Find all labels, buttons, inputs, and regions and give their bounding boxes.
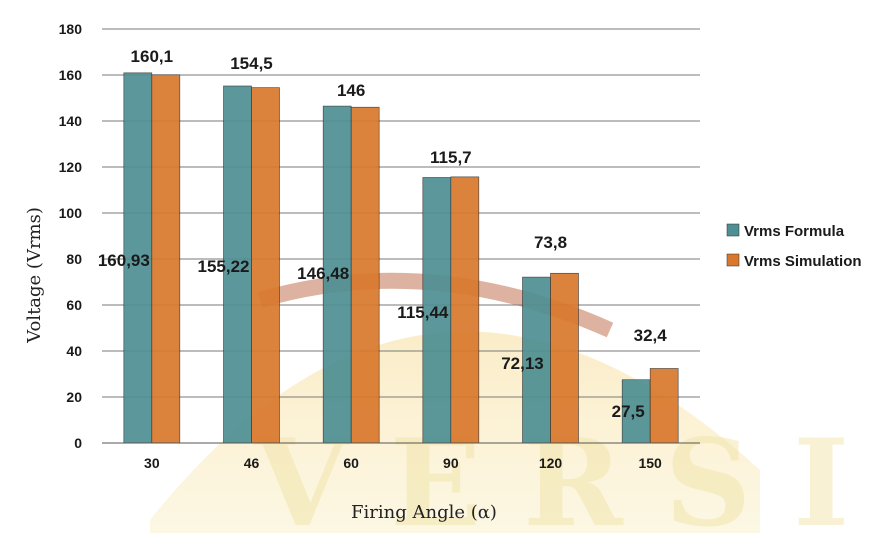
bar xyxy=(251,87,280,444)
legend: Vrms Formula Vrms Simulation xyxy=(726,223,862,270)
x-axis-title: Firing Angle (α) xyxy=(351,502,497,523)
data-label: 146 xyxy=(337,81,365,100)
bar xyxy=(322,105,352,444)
x-tick-label: 90 xyxy=(443,455,459,471)
x-tick-label: 30 xyxy=(144,455,160,471)
legend-label: Vrms Formula xyxy=(744,223,845,240)
data-label: 115,7 xyxy=(430,148,472,167)
bar xyxy=(649,368,679,444)
data-label: 155,22 xyxy=(198,257,250,276)
y-tick-label: 40 xyxy=(66,343,82,359)
data-label: 154,5 xyxy=(230,54,273,73)
legend-swatch xyxy=(726,223,740,237)
y-tick-label: 100 xyxy=(59,205,83,221)
bar xyxy=(422,177,452,444)
y-tick-label: 80 xyxy=(66,251,82,267)
bar xyxy=(621,379,651,444)
x-tick-label: 60 xyxy=(343,455,359,471)
y-tick-label: 180 xyxy=(59,21,83,37)
data-label: 146,48 xyxy=(297,264,349,283)
y-tick-label: 120 xyxy=(59,159,83,175)
data-label: 73,8 xyxy=(534,233,567,252)
x-tick-label: 120 xyxy=(539,455,563,471)
y-tick-label: 60 xyxy=(66,297,82,313)
y-tick-label: 160 xyxy=(59,67,83,83)
bar xyxy=(350,106,380,444)
bar xyxy=(450,176,480,444)
data-label: 72,13 xyxy=(501,354,544,373)
y-tick-label: 140 xyxy=(59,113,83,129)
data-label: 27,5 xyxy=(612,402,645,421)
data-label: 32,4 xyxy=(634,326,668,345)
y-tick-label: 0 xyxy=(74,435,82,451)
data-label: 160,93 xyxy=(98,251,150,270)
legend-swatch xyxy=(726,253,740,267)
x-tick-label: 150 xyxy=(638,455,662,471)
bar xyxy=(550,272,579,444)
data-label: 115,44 xyxy=(397,303,449,322)
y-axis-title: Voltage (Vrms) xyxy=(24,207,45,344)
x-tick-label: 46 xyxy=(244,455,260,471)
bar xyxy=(223,85,252,444)
bar xyxy=(151,74,181,444)
y-tick-label: 20 xyxy=(66,389,82,405)
data-label: 160,1 xyxy=(131,47,174,66)
bar xyxy=(522,276,551,444)
legend-label: Vrms Simulation xyxy=(744,253,862,270)
